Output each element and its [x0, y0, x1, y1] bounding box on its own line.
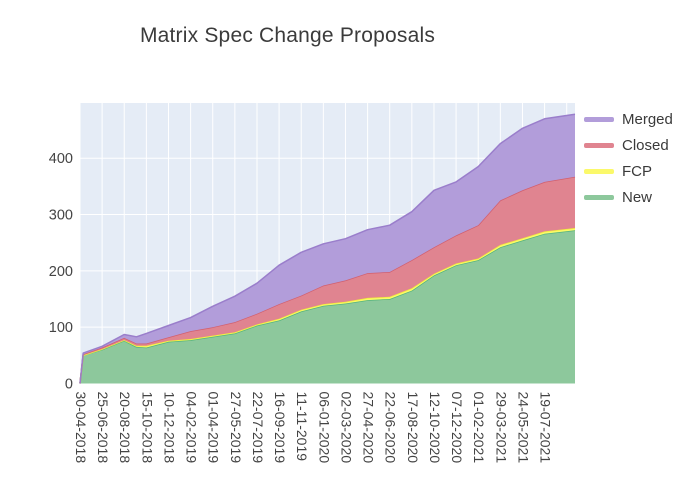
- x-tick-label: 24-05-2021: [515, 392, 531, 464]
- legend-swatch-fcp-icon: [584, 168, 614, 174]
- legend-item-closed[interactable]: Closed: [584, 135, 673, 155]
- x-tick-label: 20-08-2018: [117, 392, 133, 464]
- x-tick-label: 15-10-2018: [139, 392, 155, 464]
- y-tick-label: 100: [49, 320, 73, 336]
- chart-title: Matrix Spec Change Proposals: [139, 24, 436, 47]
- area-fcp: [80, 228, 575, 384]
- legend-item-merged[interactable]: Merged: [584, 109, 673, 129]
- y-tick-label: 300: [49, 208, 73, 224]
- legend-swatch-closed-icon: [584, 142, 614, 148]
- x-tick-label: 22-07-2019: [250, 392, 266, 464]
- legend: Merged Closed FCP New: [584, 109, 673, 207]
- y-tick-label: 200: [49, 264, 73, 280]
- x-tick-label: 16-09-2019: [272, 392, 288, 464]
- x-tick-label: 07-12-2020: [449, 392, 465, 464]
- legend-label-closed: Closed: [622, 136, 669, 154]
- x-tick-label: 29-03-2021: [493, 392, 509, 464]
- x-tick-label: 01-02-2021: [471, 392, 487, 464]
- legend-label-fcp: FCP: [622, 162, 652, 180]
- x-tick-label: 04-02-2019: [184, 392, 200, 464]
- x-tick-label: 19-07-2021: [538, 392, 554, 464]
- x-tick-label: 30-04-2018: [73, 392, 89, 464]
- x-tick-label: 22-06-2020: [383, 392, 399, 464]
- x-tick-label: 02-03-2020: [338, 392, 354, 464]
- legend-swatch-merged-icon: [584, 116, 614, 122]
- x-tick-label: 01-04-2019: [206, 392, 222, 464]
- x-tick-label: 06-01-2020: [316, 392, 332, 464]
- area-merged: [80, 114, 575, 384]
- x-tick-label: 17-08-2020: [405, 392, 421, 464]
- x-tick-label: 27-05-2019: [228, 392, 244, 464]
- x-tick-label: 27-04-2020: [361, 392, 377, 464]
- x-tick-label: 12-10-2020: [427, 392, 443, 464]
- legend-item-fcp[interactable]: FCP: [584, 161, 673, 181]
- y-tick-label: 400: [49, 151, 73, 167]
- legend-label-new: New: [622, 188, 653, 206]
- legend-item-new[interactable]: New: [584, 187, 673, 207]
- x-tick-label: 25-06-2018: [95, 392, 111, 464]
- x-tick-label: 10-12-2018: [161, 392, 177, 464]
- legend-label-merged: Merged: [622, 110, 673, 128]
- y-tick-label: 0: [65, 377, 73, 393]
- area-new: [80, 230, 575, 384]
- x-tick-label: 11-11-2019: [294, 392, 310, 462]
- line-merged: [79, 113, 576, 384]
- area-closed: [80, 176, 575, 384]
- legend-swatch-new-icon: [584, 194, 614, 200]
